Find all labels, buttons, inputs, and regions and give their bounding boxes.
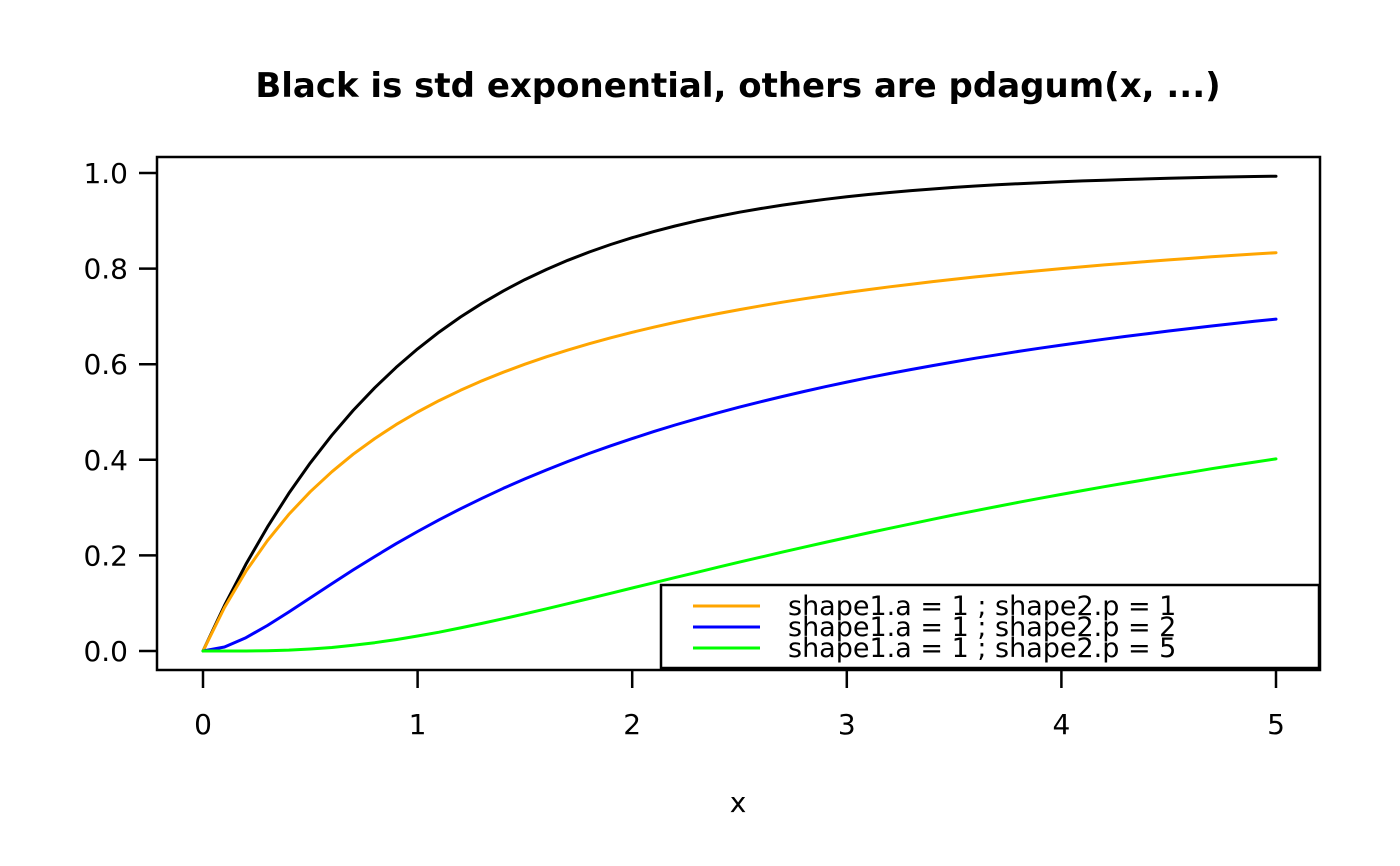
x-tick-label: 3 [838,708,856,741]
plot-layer: 0 1 2 3 4 5 0.0 0.2 0.4 0.6 0.8 1.0 shape1.a = 1 ; s… [83,155,1322,741]
legend-label: shape1.a = 1 ; shape2.p = 2 [788,612,1176,643]
y-tick-label: 1.0 [83,157,128,190]
x-tick-label: 1 [409,708,427,741]
x-tick-label: 0 [194,708,212,741]
series-dagum-p2 [201,317,1278,653]
legend-label: shape1.a = 1 ; shape2.p = 1 [788,591,1176,622]
legend-label: shape1.a = 1 ; shape2.p = 5 [788,633,1176,664]
y-tick-label: 0.0 [83,635,128,668]
y-tick-label: 0.2 [83,539,128,572]
plot-box [155,155,1322,672]
x-tick-label: 5 [1267,708,1285,741]
legend-box [659,583,1321,670]
x-tick-label: 4 [1052,708,1070,741]
y-tick-label: 0.4 [83,444,128,477]
x-tick-label: 2 [623,708,641,741]
series-std-exponential [201,174,1278,653]
chart-title: Black is std exponential, others are pda… [255,66,1220,106]
series-dagum-p1 [201,251,1278,653]
x-axis-label: x [730,786,747,819]
series-dagum-p5 [201,457,1278,653]
y-tick-label: 0.8 [83,253,128,286]
y-tick-label: 0.6 [83,348,128,381]
